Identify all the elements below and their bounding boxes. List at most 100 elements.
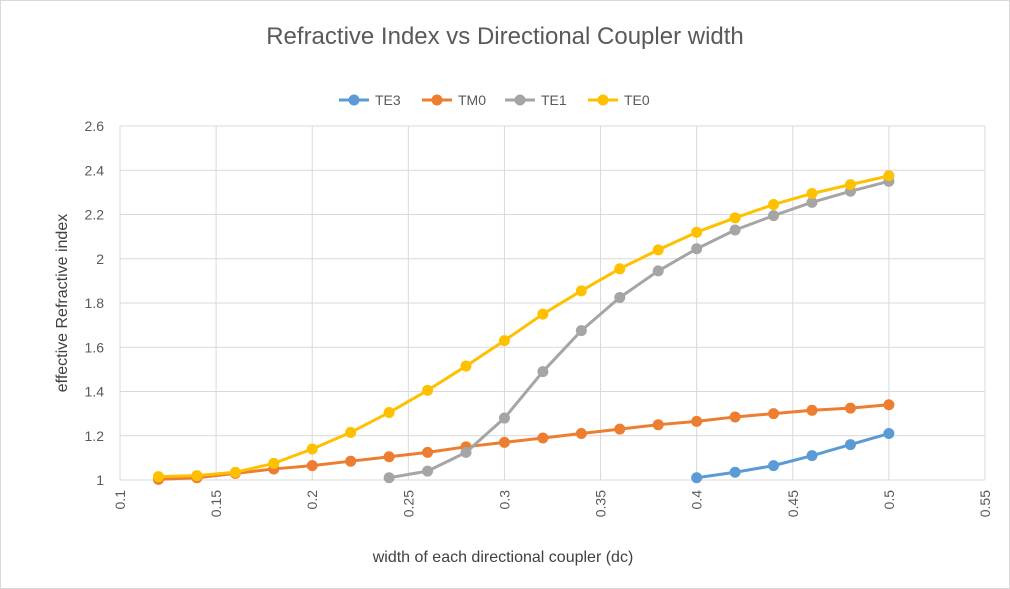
x-tick-label: 0.4	[689, 490, 705, 510]
data-point	[537, 366, 549, 378]
y-axis-label: effective Refractive index	[54, 214, 71, 392]
data-point	[422, 384, 434, 396]
data-point	[537, 308, 549, 320]
data-point	[229, 466, 241, 478]
data-point	[806, 404, 818, 416]
data-point	[383, 407, 395, 419]
data-point	[768, 210, 780, 222]
data-point	[691, 415, 703, 427]
legend-swatch-marker	[431, 94, 443, 106]
data-point	[152, 471, 164, 483]
x-tick-label: 0.2	[304, 490, 320, 510]
y-tick-label: 1	[96, 472, 104, 488]
legend-item-te1: TE1	[505, 92, 567, 108]
data-point	[345, 455, 357, 467]
data-point	[191, 470, 203, 482]
data-point	[614, 291, 626, 303]
data-point	[614, 263, 626, 275]
data-point	[345, 426, 357, 438]
data-point	[537, 432, 549, 444]
series-line	[158, 403, 890, 481]
legend-label: TM0	[458, 92, 486, 108]
data-point	[806, 187, 818, 199]
series-line	[388, 179, 890, 480]
legend-label: TE3	[375, 92, 401, 108]
gridlines	[119, 125, 986, 481]
legend-item-te3: TE3	[339, 92, 401, 108]
legend-item-tm0: TM0	[422, 92, 486, 108]
axis-ticks: 0.1 0.15 0.2 0.25 0.3 0.35 0.4 0.45 0.5 0.55 1 1.2 1…	[85, 118, 993, 517]
data-point	[729, 212, 741, 224]
series-layer	[152, 170, 895, 485]
x-tick-label: 0.3	[496, 490, 512, 510]
data-point	[768, 199, 780, 211]
data-point	[498, 335, 510, 347]
x-tick-label: 0.5	[881, 490, 897, 510]
x-tick-label: 0.55	[977, 490, 993, 517]
series-line	[696, 432, 890, 480]
data-point	[652, 244, 664, 256]
y-tick-label: 1.4	[85, 384, 105, 400]
x-tick-label: 0.25	[400, 490, 416, 517]
legend: TE3 TM0 TE1 TE0	[339, 92, 650, 108]
chart-title: Refractive Index vs Directional Coupler …	[266, 23, 744, 50]
x-tick-label: 0.15	[208, 490, 224, 517]
data-point	[883, 428, 895, 440]
data-point	[729, 466, 741, 478]
y-tick-label: 2	[96, 251, 104, 267]
data-point	[306, 443, 318, 455]
y-tick-label: 1.2	[85, 428, 105, 444]
data-point	[460, 446, 472, 458]
series-tm0	[152, 399, 895, 485]
data-point	[729, 224, 741, 236]
y-tick-label: 2.4	[85, 162, 105, 178]
data-point	[575, 325, 587, 337]
data-point	[306, 460, 318, 472]
y-tick-label: 2.6	[85, 118, 105, 134]
x-axis-label: width of each directional coupler (dc)	[372, 549, 634, 566]
x-tick-label: 0.35	[593, 490, 609, 517]
data-point	[844, 179, 856, 191]
data-point	[498, 436, 510, 448]
data-point	[768, 408, 780, 420]
x-tick-label: 0.1	[112, 490, 128, 510]
data-point	[575, 428, 587, 440]
data-point	[806, 450, 818, 462]
data-point	[383, 451, 395, 463]
data-point	[691, 472, 703, 484]
legend-swatch-marker	[348, 94, 360, 106]
series-te0	[152, 170, 895, 483]
data-point	[575, 285, 587, 297]
data-point	[844, 439, 856, 451]
data-point	[498, 412, 510, 424]
data-point	[614, 423, 626, 435]
data-point	[768, 460, 780, 472]
x-tick-label: 0.45	[785, 490, 801, 517]
y-tick-label: 1.6	[85, 339, 105, 355]
data-point	[806, 196, 818, 208]
data-point	[691, 226, 703, 238]
data-point	[691, 243, 703, 255]
legend-swatch-marker	[597, 94, 609, 106]
data-point	[883, 170, 895, 182]
data-point	[460, 360, 472, 372]
legend-label: TE0	[624, 92, 650, 108]
y-tick-label: 1.8	[85, 295, 105, 311]
series-te3	[691, 428, 895, 484]
data-point	[422, 465, 434, 477]
data-point	[729, 411, 741, 423]
data-point	[652, 419, 664, 431]
series-line	[158, 174, 890, 479]
legend-label: TE1	[541, 92, 567, 108]
data-point	[383, 472, 395, 484]
data-point	[844, 402, 856, 414]
y-tick-label: 2.2	[85, 207, 105, 223]
legend-item-te0: TE0	[588, 92, 650, 108]
legend-swatch-marker	[514, 94, 526, 106]
data-point	[268, 457, 280, 469]
data-point	[652, 265, 664, 277]
data-point	[883, 399, 895, 411]
data-point	[422, 446, 434, 458]
